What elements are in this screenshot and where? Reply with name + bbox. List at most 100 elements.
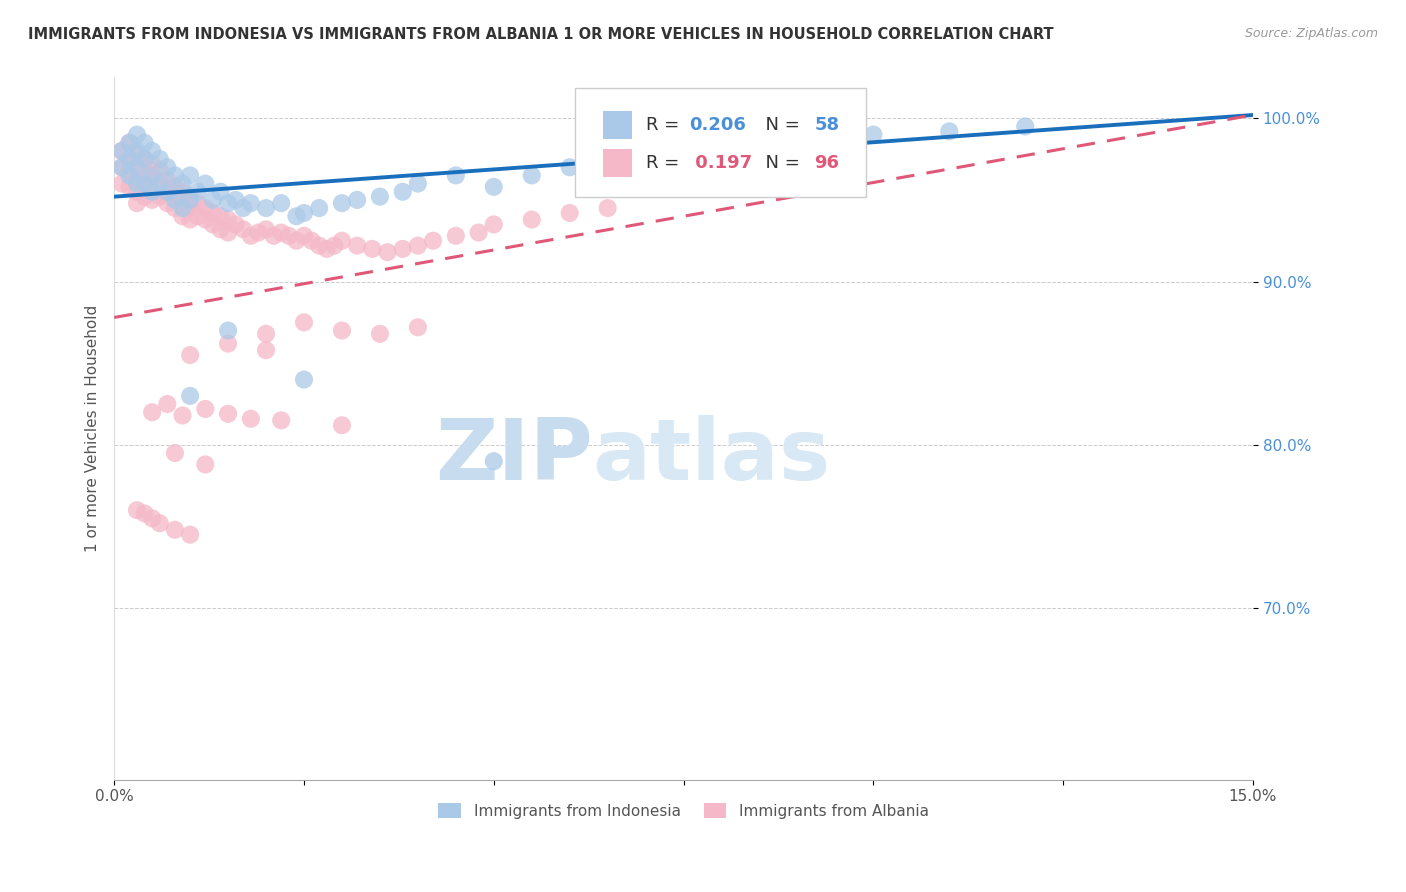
Point	[270, 413, 292, 427]
Point	[217, 196, 239, 211]
Point	[346, 193, 368, 207]
Point	[134, 152, 156, 166]
Point	[558, 161, 581, 175]
Point	[111, 161, 134, 175]
Point	[149, 516, 172, 531]
Point	[118, 152, 141, 166]
Text: 0.206: 0.206	[689, 116, 747, 135]
Point	[125, 161, 148, 175]
Point	[361, 242, 384, 256]
Point	[172, 177, 194, 191]
Point	[179, 201, 201, 215]
Point	[444, 169, 467, 183]
Point	[315, 242, 337, 256]
Point	[308, 201, 330, 215]
Text: atlas: atlas	[592, 415, 831, 498]
Point	[482, 179, 505, 194]
Point	[187, 196, 209, 211]
Point	[163, 446, 186, 460]
Point	[111, 177, 134, 191]
Point	[346, 238, 368, 252]
Point	[406, 238, 429, 252]
Point	[125, 147, 148, 161]
Point	[239, 196, 262, 211]
Point	[285, 234, 308, 248]
Point	[172, 209, 194, 223]
Point	[938, 124, 960, 138]
Point	[201, 206, 224, 220]
Y-axis label: 1 or more Vehicles in Household: 1 or more Vehicles in Household	[86, 305, 100, 552]
Point	[179, 527, 201, 541]
Text: IMMIGRANTS FROM INDONESIA VS IMMIGRANTS FROM ALBANIA 1 OR MORE VEHICLES IN HOUSE: IMMIGRANTS FROM INDONESIA VS IMMIGRANTS …	[28, 27, 1053, 42]
Point	[179, 193, 201, 207]
Point	[482, 454, 505, 468]
Point	[232, 201, 254, 215]
Text: 96: 96	[814, 154, 839, 172]
Point	[201, 218, 224, 232]
Point	[111, 144, 134, 158]
Point	[134, 507, 156, 521]
Point	[172, 185, 194, 199]
Point	[444, 228, 467, 243]
Point	[125, 128, 148, 142]
Point	[179, 389, 201, 403]
Point	[323, 238, 346, 252]
Point	[209, 185, 232, 199]
Point	[163, 169, 186, 183]
Point	[194, 177, 217, 191]
Point	[156, 397, 179, 411]
Point	[277, 228, 299, 243]
Point	[134, 163, 156, 178]
Point	[172, 409, 194, 423]
Point	[141, 179, 163, 194]
Point	[118, 152, 141, 166]
Point	[125, 196, 148, 211]
FancyBboxPatch shape	[575, 88, 866, 197]
Point	[111, 161, 134, 175]
Point	[149, 189, 172, 203]
Point	[292, 315, 315, 329]
Point	[118, 136, 141, 150]
Point	[156, 196, 179, 211]
Point	[125, 144, 148, 158]
Point	[141, 511, 163, 525]
Legend: Immigrants from Indonesia, Immigrants from Albania: Immigrants from Indonesia, Immigrants fr…	[433, 797, 935, 824]
Point	[270, 196, 292, 211]
Point	[330, 324, 353, 338]
Point	[111, 144, 134, 158]
Point	[149, 177, 172, 191]
Point	[254, 326, 277, 341]
Point	[225, 218, 247, 232]
Point	[330, 196, 353, 211]
Point	[786, 131, 808, 145]
Point	[134, 152, 156, 166]
Point	[217, 336, 239, 351]
Point	[263, 228, 285, 243]
Point	[141, 144, 163, 158]
Point	[179, 348, 201, 362]
Point	[163, 189, 186, 203]
Point	[163, 193, 186, 207]
Point	[292, 372, 315, 386]
Point	[596, 152, 619, 166]
Point	[558, 206, 581, 220]
Point	[134, 189, 156, 203]
Point	[217, 324, 239, 338]
Text: 58: 58	[814, 116, 839, 135]
Point	[163, 201, 186, 215]
Text: R =: R =	[645, 116, 685, 135]
Text: R =: R =	[645, 154, 685, 172]
Point	[634, 144, 657, 158]
Point	[141, 193, 163, 207]
Point	[232, 222, 254, 236]
Point	[217, 212, 239, 227]
Point	[292, 228, 315, 243]
Point	[239, 228, 262, 243]
Point	[368, 326, 391, 341]
Point	[134, 177, 156, 191]
Point	[201, 193, 224, 207]
FancyBboxPatch shape	[603, 112, 633, 139]
Point	[520, 169, 543, 183]
Point	[391, 185, 413, 199]
Point	[368, 189, 391, 203]
